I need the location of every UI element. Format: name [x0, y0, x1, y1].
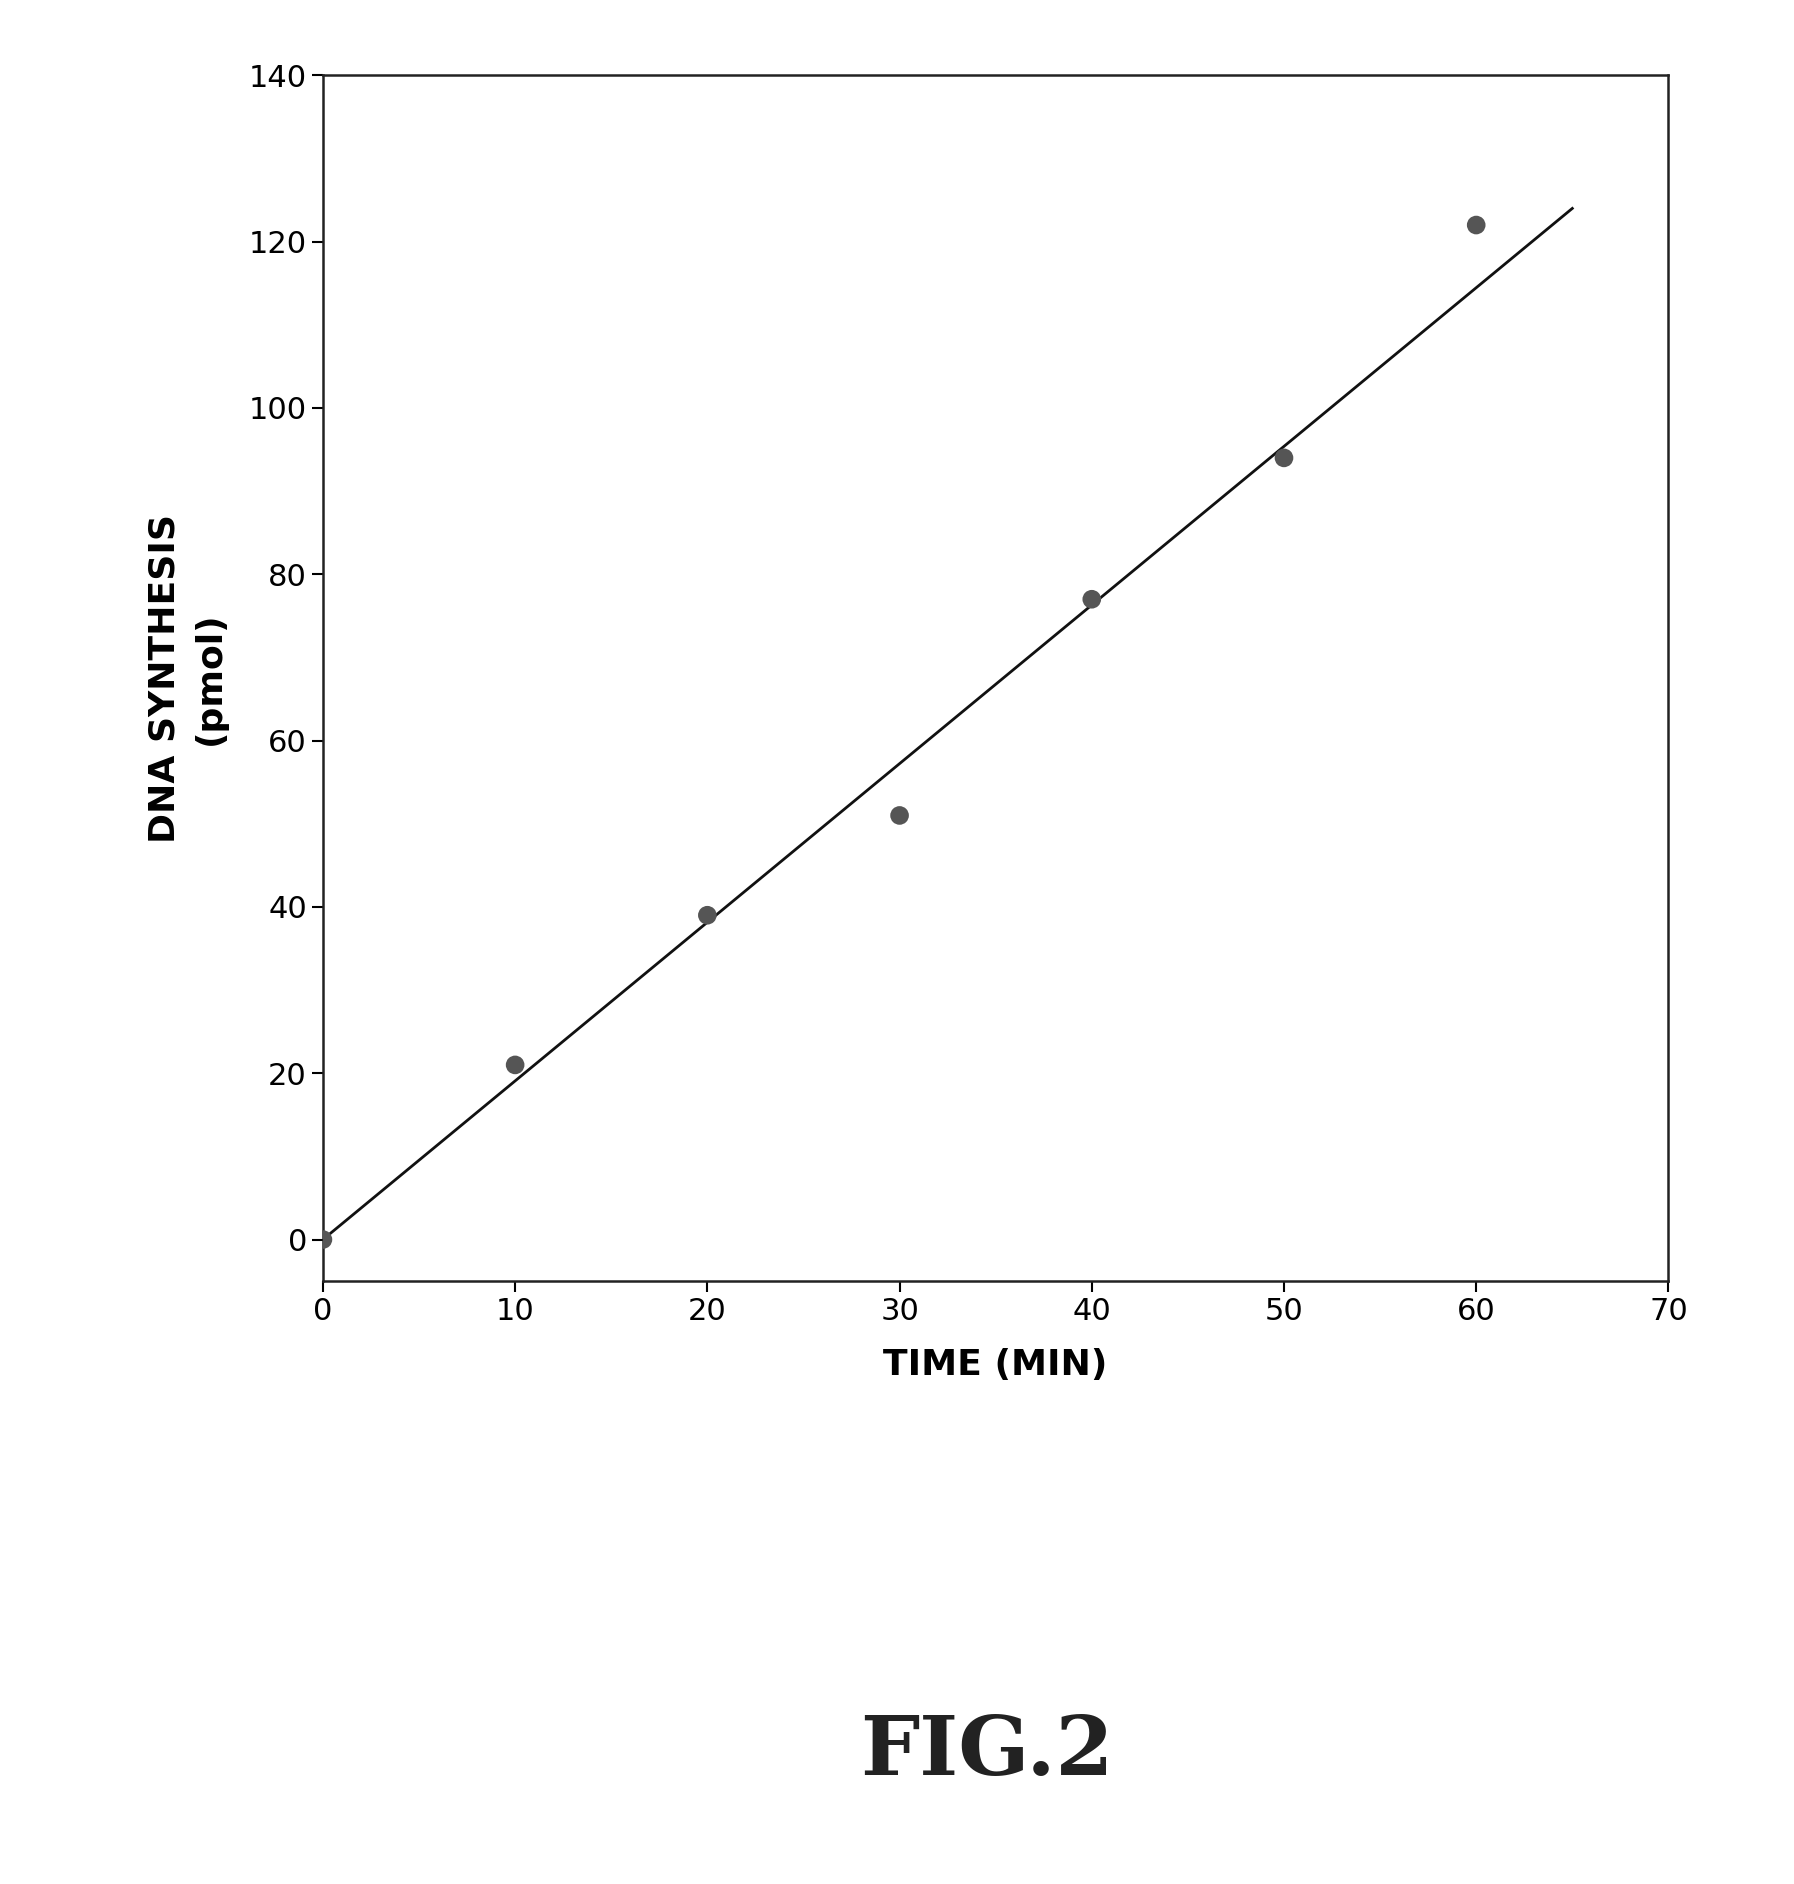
- Point: [692, 901, 721, 931]
- X-axis label: TIME (MIN): TIME (MIN): [883, 1349, 1109, 1383]
- Point: [309, 1225, 337, 1255]
- Point: [1462, 209, 1491, 239]
- Text: FIG.2: FIG.2: [859, 1713, 1114, 1792]
- Point: [501, 1049, 529, 1080]
- Point: [1078, 584, 1107, 614]
- Point: [884, 801, 913, 831]
- Point: [1270, 443, 1299, 473]
- Y-axis label: DNA SYNTHESIS
(pmol): DNA SYNTHESIS (pmol): [147, 514, 226, 842]
